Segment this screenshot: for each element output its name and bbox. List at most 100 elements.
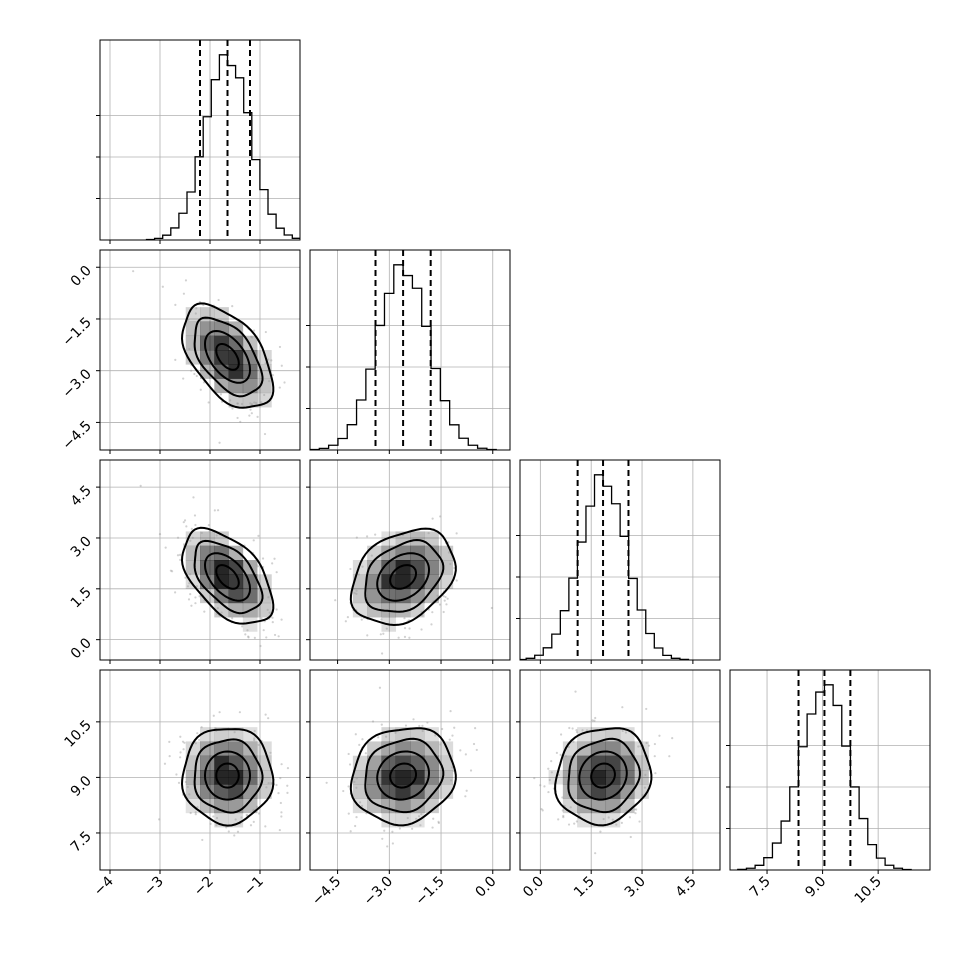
- contour-line-1: [215, 564, 240, 590]
- scatter-point: [278, 345, 282, 349]
- scatter-point: [280, 364, 283, 367]
- scatter-point: [441, 727, 444, 731]
- scatter-point: [182, 543, 186, 546]
- scatter-point: [273, 557, 276, 560]
- scatter-point: [208, 530, 211, 533]
- axis-frame: [729, 669, 931, 871]
- scatter-point: [347, 752, 350, 756]
- scatter-point: [573, 822, 576, 825]
- scatter-point: [397, 636, 400, 639]
- scatter-point: [195, 307, 198, 310]
- scatter-point: [355, 777, 358, 780]
- scatter-point: [280, 811, 283, 814]
- scatter-point: [406, 816, 409, 820]
- x-tick-label: −2: [191, 874, 217, 900]
- contour-line-3: [364, 538, 445, 613]
- scatter-point: [365, 535, 369, 538]
- scatter-point: [439, 515, 442, 518]
- scatter-point: [200, 531, 203, 534]
- density-cell: [214, 588, 229, 604]
- scatter-point: [355, 536, 358, 539]
- scatter-point: [265, 786, 268, 789]
- scatter-point: [360, 618, 363, 621]
- scatter-point: [557, 818, 560, 821]
- scatter-point: [629, 835, 632, 839]
- scatter-point: [577, 812, 581, 815]
- scatter-point: [256, 565, 259, 568]
- scatter-point: [265, 636, 268, 639]
- scatter-point: [575, 730, 579, 734]
- scatter-point: [383, 829, 386, 832]
- density-cell: [367, 770, 382, 785]
- scatter-point: [381, 837, 384, 840]
- scatter-point: [233, 834, 236, 837]
- scatter-point: [229, 399, 232, 402]
- hist-panel-4: 7.5 9.0 10.5: [726, 669, 931, 907]
- scatter-point: [418, 724, 421, 728]
- density-cell: [200, 335, 215, 351]
- scatter-point: [225, 826, 228, 829]
- axis-frame: [99, 459, 301, 661]
- scatter-point: [219, 393, 223, 396]
- scatter-point: [252, 329, 256, 332]
- contour-line-2: [578, 750, 628, 801]
- density-cell: [352, 784, 368, 799]
- scatter-point: [199, 388, 202, 391]
- scatter-point: [256, 415, 259, 418]
- scatter-point: [431, 517, 434, 520]
- contour-line-1: [389, 564, 417, 590]
- scatter-point: [262, 629, 265, 632]
- scatter-point: [403, 627, 407, 630]
- contour-line-4: [554, 727, 653, 827]
- contour-line-3: [193, 738, 264, 814]
- density-cell: [228, 574, 244, 589]
- contour-line-4: [180, 526, 275, 625]
- scatter-point: [249, 408, 252, 411]
- density-cell: [562, 741, 578, 757]
- scatter-point: [179, 558, 182, 561]
- scatter-point: [249, 824, 253, 827]
- scatter-point: [193, 372, 196, 376]
- scatter-point: [543, 785, 546, 788]
- density-cell: [185, 335, 201, 351]
- scatter-point: [391, 842, 394, 845]
- scatter-point: [249, 402, 252, 405]
- density-cell: [634, 770, 649, 785]
- y-tick-label: 3.0: [68, 533, 95, 560]
- density-cell: [200, 560, 215, 575]
- y-tick-label: −3.0: [59, 366, 94, 401]
- scatter-point: [215, 534, 218, 537]
- scatter-point: [572, 740, 575, 743]
- scatter-point: [412, 718, 415, 721]
- scatter-point: [439, 743, 442, 746]
- scatter-point: [575, 729, 578, 732]
- scatter-point: [191, 536, 194, 539]
- scatter-point: [254, 401, 258, 404]
- density-cell: [257, 784, 272, 799]
- contour-line-3: [567, 737, 641, 814]
- x-tick-label: −4.5: [309, 874, 344, 909]
- scatter-point: [380, 618, 383, 621]
- scatter-point: [621, 706, 624, 709]
- x-tick-label: 3.0: [622, 874, 649, 901]
- scatter-point: [599, 830, 602, 833]
- scatter-point: [267, 380, 271, 383]
- scatter-point: [164, 546, 167, 549]
- scatter-point: [187, 318, 190, 321]
- scatter-point: [207, 401, 210, 404]
- scatter-point: [251, 809, 255, 812]
- scatter-point: [438, 603, 442, 606]
- scatter-point: [179, 756, 182, 759]
- scatter-point: [275, 571, 278, 574]
- scatter-point: [244, 633, 247, 636]
- scatter-point: [355, 592, 358, 595]
- scatter-point: [192, 496, 195, 499]
- scatter-point: [194, 596, 197, 599]
- density-cell: [620, 784, 635, 799]
- density-cell: [242, 588, 258, 604]
- scatter-point: [342, 789, 345, 793]
- scatter-point: [561, 809, 564, 812]
- scatter-point: [547, 767, 550, 770]
- scatter-point: [279, 777, 282, 780]
- density-cell: [577, 727, 592, 742]
